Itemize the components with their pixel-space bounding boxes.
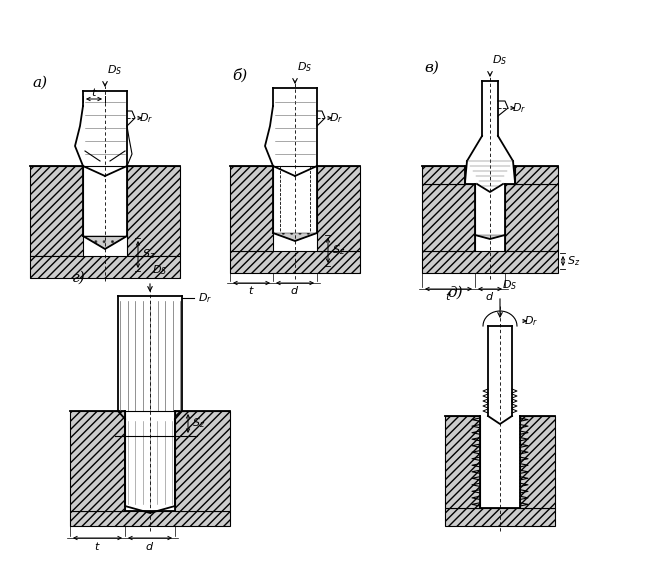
Text: $D_S$: $D_S$ [297,60,313,74]
Polygon shape [515,166,558,184]
Polygon shape [273,233,317,241]
Polygon shape [520,416,555,508]
Polygon shape [475,235,505,239]
Text: $t$: $t$ [94,540,101,552]
Text: $D_S$: $D_S$ [492,53,507,67]
Polygon shape [175,411,230,511]
Text: $S_z$: $S_z$ [567,254,580,268]
Polygon shape [445,416,480,508]
Text: $D_S$: $D_S$ [152,263,167,277]
Text: $d$: $d$ [145,540,155,552]
Text: в): в) [424,61,439,75]
Text: б): б) [232,68,247,82]
Text: $D_r$: $D_r$ [198,291,212,305]
Text: д): д) [447,286,463,300]
Text: $S_z$: $S_z$ [332,243,345,257]
Text: $D_S$: $D_S$ [502,278,517,292]
Text: а): а) [32,76,47,90]
Polygon shape [30,166,83,256]
Polygon shape [422,184,475,251]
Text: $D_r$: $D_r$ [139,111,153,125]
Polygon shape [83,236,127,249]
Text: $D_r$: $D_r$ [329,111,343,125]
Text: $d$: $d$ [486,290,495,302]
Text: г): г) [72,271,86,285]
Text: $S_z$: $S_z$ [142,247,155,261]
Text: $d$: $d$ [290,284,299,296]
Polygon shape [70,411,125,511]
Text: $D_r$: $D_r$ [512,101,526,115]
Polygon shape [127,166,180,256]
Polygon shape [30,256,180,278]
Polygon shape [317,166,360,251]
Text: $t$: $t$ [248,284,255,296]
Polygon shape [230,166,273,251]
Text: $D_r$: $D_r$ [524,314,538,328]
Polygon shape [445,508,555,526]
Text: $t$: $t$ [91,86,97,98]
Polygon shape [70,511,230,526]
Polygon shape [230,251,360,273]
Text: $S_z$: $S_z$ [192,417,205,430]
Polygon shape [505,184,558,251]
Text: $D_S$: $D_S$ [107,63,122,77]
Text: $t$: $t$ [445,290,452,302]
Polygon shape [422,166,465,184]
Polygon shape [422,251,558,273]
